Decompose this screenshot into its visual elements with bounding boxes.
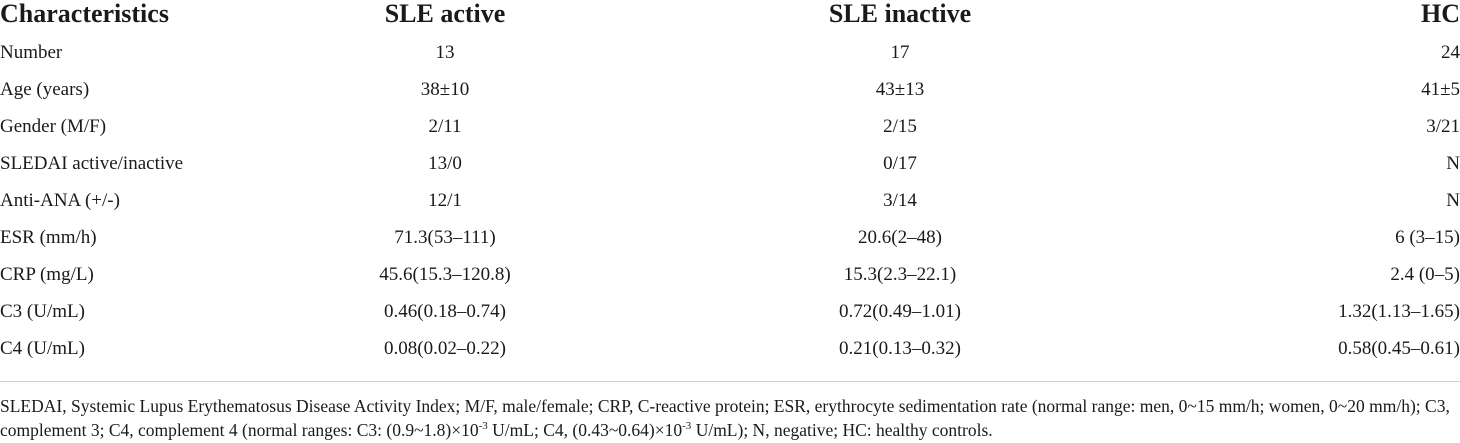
cell-sle-active: 2/11 xyxy=(428,116,462,137)
header-characteristics: Characteristics xyxy=(0,0,169,28)
cell-hc: 2.4 (0–5) xyxy=(1390,264,1460,285)
footnote-divider xyxy=(0,381,1460,382)
footnote-text-part-1: SLEDAI, Systemic Lupus Erythematosus Dis… xyxy=(0,396,1450,440)
row-label: Number xyxy=(0,42,63,63)
table-row: Number 13 17 24 xyxy=(0,30,1460,71)
cell-sle-inactive: 2/15 xyxy=(883,116,917,137)
table-row: Anti-ANA (+/-) 12/1 3/14 N xyxy=(0,182,1460,219)
table-row: C4 (U/mL) 0.08(0.02–0.22) 0.21(0.13–0.32… xyxy=(0,330,1460,367)
cell-sle-active: 13 xyxy=(435,42,455,63)
table-row: ESR (mm/h) 71.3(53–111) 20.6(2–48) 6 (3–… xyxy=(0,219,1460,256)
cell-sle-active: 0.08(0.02–0.22) xyxy=(384,338,506,359)
cell-hc: 6 (3–15) xyxy=(1395,227,1460,248)
cell-sle-inactive: 20.6(2–48) xyxy=(858,227,942,248)
header-sle-inactive: SLE inactive xyxy=(828,0,972,28)
cell-hc: 41±5 xyxy=(1421,79,1460,100)
cell-sle-inactive: 15.3(2.3–22.1) xyxy=(843,264,957,285)
row-label: Anti-ANA (+/-) xyxy=(0,190,120,211)
row-label: Age (years) xyxy=(0,79,90,100)
cell-hc: 3/21 xyxy=(1426,116,1460,137)
cell-sle-active: 0.46(0.18–0.74) xyxy=(384,301,506,322)
row-label: C4 (U/mL) xyxy=(0,338,85,359)
table-footnote: SLEDAI, Systemic Lupus Erythematosus Dis… xyxy=(0,394,1456,442)
cell-sle-inactive: 0.72(0.49–1.01) xyxy=(839,301,961,322)
table-header-row: Characteristics SLE active SLE inactive … xyxy=(0,0,1460,30)
cell-sle-inactive: 17 xyxy=(890,42,910,63)
cell-sle-inactive: 0.21(0.13–0.32) xyxy=(839,338,961,359)
cell-sle-active: 13/0 xyxy=(428,153,462,174)
table-row: CRP (mg/L) 45.6(15.3–120.8) 15.3(2.3–22.… xyxy=(0,256,1460,293)
header-hc: HC xyxy=(1421,0,1460,28)
cell-hc: N xyxy=(1446,153,1460,174)
row-label: Gender (M/F) xyxy=(0,116,107,137)
characteristics-table: Characteristics SLE active SLE inactive … xyxy=(0,0,1460,367)
cell-hc: 24 xyxy=(1441,42,1460,63)
table-row: Age (years) 38±10 43±13 41±5 xyxy=(0,71,1460,108)
header-sle-active: SLE active xyxy=(384,0,506,28)
row-label: SLEDAI active/inactive xyxy=(0,153,184,174)
cell-hc: 1.32(1.13–1.65) xyxy=(1338,301,1460,322)
table-row: Gender (M/F) 2/11 2/15 3/21 xyxy=(0,108,1460,145)
cell-sle-inactive: 3/14 xyxy=(883,190,917,211)
table-row: C3 (U/mL) 0.46(0.18–0.74) 0.72(0.49–1.01… xyxy=(0,293,1460,330)
cell-hc: 0.58(0.45–0.61) xyxy=(1338,338,1460,359)
row-label: CRP (mg/L) xyxy=(0,264,94,285)
cell-sle-active: 38±10 xyxy=(420,79,470,100)
cell-sle-active: 71.3(53–111) xyxy=(394,227,496,248)
cell-sle-active: 45.6(15.3–120.8) xyxy=(379,264,511,285)
cell-hc: N xyxy=(1446,190,1460,211)
table-row: SLEDAI active/inactive 13/0 0/17 N xyxy=(0,145,1460,182)
row-label: ESR (mm/h) xyxy=(0,227,97,248)
footnote-exponent-1: -3 xyxy=(478,420,488,433)
footnote-text-part-3: U/mL); N, negative; HC: healthy controls… xyxy=(691,420,993,440)
cell-sle-active: 12/1 xyxy=(428,190,462,211)
cell-sle-inactive: 43±13 xyxy=(875,79,925,100)
cell-sle-inactive: 0/17 xyxy=(883,153,917,174)
row-label: C3 (U/mL) xyxy=(0,301,85,322)
footnote-text-part-2: U/mL; C4, (0.43~0.64)×10 xyxy=(487,420,683,440)
footnote-exponent-2: -3 xyxy=(682,420,692,433)
